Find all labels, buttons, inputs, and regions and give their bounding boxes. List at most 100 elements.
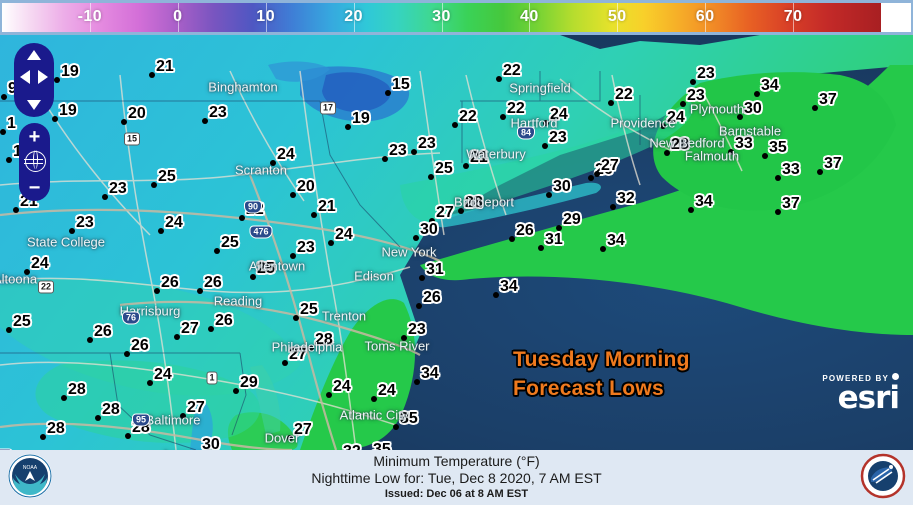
station-dot-icon xyxy=(493,292,499,298)
temperature-value: 22 xyxy=(507,100,525,117)
colorbar-tick-label: 70 xyxy=(783,8,803,25)
zoom-out-button[interactable]: − xyxy=(28,177,41,199)
temperature-value: 33 xyxy=(735,135,753,152)
station-dot-icon xyxy=(125,433,131,439)
pan-right-icon[interactable] xyxy=(38,70,48,84)
temperature-value: 23 xyxy=(297,239,315,256)
station-dot-icon xyxy=(6,157,12,163)
pan-left-icon[interactable] xyxy=(20,70,30,84)
globe-icon[interactable] xyxy=(24,150,46,172)
station-dot-icon xyxy=(608,100,614,106)
temperature-value: 25 xyxy=(257,260,275,277)
temperature-value: 23 xyxy=(697,65,715,82)
zoom-control[interactable]: + − xyxy=(19,123,50,201)
station-dot-icon xyxy=(500,114,506,120)
station-dot-icon xyxy=(214,248,220,254)
station-dot-icon xyxy=(124,351,130,357)
station-dot-icon xyxy=(588,175,594,181)
temperature-value: 19 xyxy=(59,102,77,119)
station-dot-icon xyxy=(542,143,548,149)
station-dot-icon xyxy=(233,388,239,394)
colorbar-tick xyxy=(89,3,91,32)
esri-wordmark: esri xyxy=(837,380,900,416)
map-navigation-control[interactable]: + − xyxy=(14,43,54,201)
forecast-map[interactable]: 19 21 9 19 15 22 23 34 37 22 23 30 24 22 1 20 23 19 22 24 28… xyxy=(0,35,913,450)
temperature-value: 35 xyxy=(769,139,787,156)
station-dot-icon xyxy=(419,275,425,281)
temperature-value: 19 xyxy=(352,110,370,127)
temperature-value: 22 xyxy=(615,86,633,103)
station-dot-icon xyxy=(149,72,155,78)
station-dot-icon xyxy=(345,124,351,130)
station-dot-icon xyxy=(61,395,67,401)
station-dot-icon xyxy=(429,218,435,224)
temperature-value: 37 xyxy=(824,155,842,172)
station-dot-icon xyxy=(463,163,469,169)
temperature-value: 28 xyxy=(315,331,333,348)
station-dot-icon xyxy=(147,380,153,386)
colorbar-tick xyxy=(617,3,619,32)
temperature-value: 28 xyxy=(102,401,120,418)
station-dot-icon xyxy=(290,192,296,198)
temperature-value: 24 xyxy=(378,382,396,399)
colorbar-tick-label: 50 xyxy=(607,8,627,25)
station-dot-icon xyxy=(52,116,58,122)
temperature-value: 26 xyxy=(204,274,222,291)
station-dot-icon xyxy=(180,413,186,419)
station-dot-icon xyxy=(287,435,293,441)
station-dot-icon xyxy=(610,204,616,210)
station-dot-icon xyxy=(371,396,377,402)
temperature-value: 25 xyxy=(300,301,318,318)
station-dot-icon xyxy=(393,424,399,430)
station-dot-icon xyxy=(382,156,388,162)
caption-line-2: Nighttime Low for: Tue, Dec 8 2020, 7 AM… xyxy=(311,470,602,486)
temperature-value: 23 xyxy=(76,214,94,231)
temperature-value: 15 xyxy=(392,76,410,93)
temperature-value: 27 xyxy=(289,346,307,363)
colorbar-tick xyxy=(793,3,795,32)
station-dot-icon xyxy=(690,79,696,85)
station-dot-icon xyxy=(311,212,317,218)
temperature-value: 24 xyxy=(333,378,351,395)
station-dot-icon xyxy=(546,192,552,198)
pan-control[interactable] xyxy=(14,43,54,117)
temperature-value: 28 xyxy=(47,420,65,437)
temperature-value: 24 xyxy=(667,109,685,126)
temperature-value: 34 xyxy=(761,77,779,94)
temperature-value: 27 xyxy=(187,399,205,416)
colorbar-tick xyxy=(353,3,355,32)
temperature-value: 24 xyxy=(31,255,49,272)
station-dot-icon xyxy=(385,90,391,96)
pan-down-icon[interactable] xyxy=(27,100,41,110)
station-dot-icon xyxy=(6,327,12,333)
station-dot-icon xyxy=(87,337,93,343)
station-dot-icon xyxy=(328,240,334,246)
temperature-value: 30 xyxy=(202,436,220,450)
temperature-value: 33 xyxy=(782,161,800,178)
temperature-value: 28 xyxy=(465,194,483,211)
temperature-value: 29 xyxy=(563,211,581,228)
colorbar-tick xyxy=(441,3,443,32)
map-caption: Minimum Temperature (°F) Nighttime Low f… xyxy=(0,450,913,505)
highway-shield: 476 xyxy=(249,225,273,239)
map-raster-layer xyxy=(0,35,913,450)
temperature-value: 22 xyxy=(459,108,477,125)
temperature-value: 23 xyxy=(109,180,127,197)
colorbar-tick xyxy=(177,3,179,32)
pan-up-icon[interactable] xyxy=(27,50,41,60)
highway-shield: 22 xyxy=(37,280,55,294)
zoom-in-button[interactable]: + xyxy=(28,126,41,148)
temperature-value: 26 xyxy=(423,289,441,306)
station-dot-icon xyxy=(69,228,75,234)
station-dot-icon xyxy=(414,379,420,385)
map-title-overlay: Tuesday Morning Forecast Lows xyxy=(513,345,690,403)
temperature-value: 23 xyxy=(209,104,227,121)
temperature-value: 21 xyxy=(318,198,336,215)
station-dot-icon xyxy=(411,149,417,155)
station-dot-icon xyxy=(416,303,422,309)
highway-shield: 15 xyxy=(123,132,141,146)
map-title-line1: Tuesday Morning xyxy=(513,348,690,371)
temperature-value: 24 xyxy=(154,366,172,383)
temperature-value: 25 xyxy=(435,160,453,177)
station-dot-icon xyxy=(401,335,407,341)
